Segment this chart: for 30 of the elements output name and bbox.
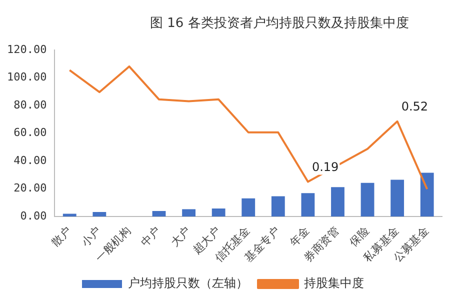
bar [152, 211, 166, 217]
bar [331, 187, 344, 217]
data-label: 0.19 [312, 160, 339, 174]
bar [390, 180, 404, 217]
legend-label: 户均持股只数（左轴） [128, 276, 248, 290]
bar [242, 198, 256, 217]
y-tick-label: 100.00 [6, 70, 47, 84]
x-tick-label: 中户 [138, 224, 164, 249]
bar [420, 172, 434, 217]
x-tick-label: 保险 [346, 224, 372, 249]
bar [212, 208, 226, 217]
x-tick-label: 大户 [168, 224, 193, 249]
legend-label: 持股集中度 [304, 276, 364, 290]
bar [301, 193, 315, 217]
bar [92, 212, 106, 217]
y-tick-label: 120.00 [6, 42, 47, 56]
bar [271, 196, 285, 217]
chart-title: 图 16 各类投资者户均持股只数及持股集中度 [150, 15, 410, 32]
bar [62, 214, 76, 217]
bar [182, 209, 196, 217]
y-tick-label: 40.00 [14, 154, 47, 167]
x-tick-label: 散户 [49, 224, 74, 249]
data-label: 0.52 [401, 100, 428, 114]
x-tick-label: 小户 [78, 224, 104, 249]
x-tick-label: 年金 [287, 224, 312, 249]
bar [360, 182, 374, 217]
y-tick-label: 60.00 [14, 126, 47, 140]
y-tick-label: 80.00 [14, 98, 47, 112]
y-tick-label: 20.00 [14, 182, 47, 195]
y-tick-label: 0.00 [20, 209, 47, 222]
